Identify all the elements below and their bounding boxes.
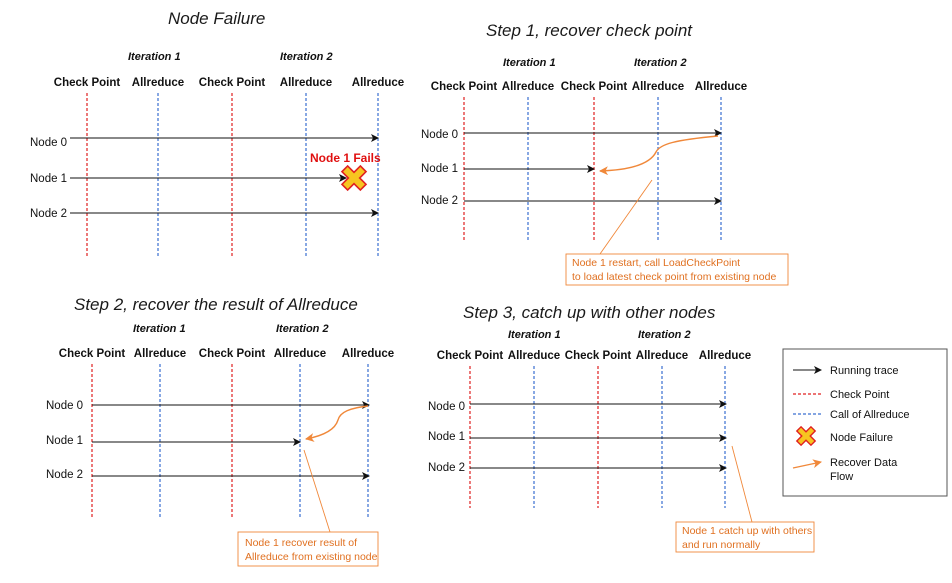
iteration-2-label: Iteration 2 [276, 323, 329, 335]
panel-title: Step 3, catch up with other nodes [463, 303, 716, 322]
callout-pointer [731, 445, 753, 523]
iteration-2-label: Iteration 2 [638, 329, 691, 341]
failure-x-icon [340, 164, 368, 192]
node-label: Node 0 [428, 401, 465, 413]
column-header: Allreduce [342, 348, 394, 360]
recover-data-flow [599, 135, 719, 176]
column-header: Check Point [565, 350, 632, 362]
panel-title: Step 2, recover the result of Allreduce [74, 295, 358, 314]
callout-box [565, 253, 789, 286]
callout-pointer [303, 449, 331, 533]
node-label: Node 2 [428, 462, 465, 474]
column-header: Allreduce [632, 81, 684, 93]
column-header: Allreduce [280, 77, 332, 89]
iteration-1-label: Iteration 1 [503, 57, 556, 69]
column-header: Allreduce [699, 350, 751, 362]
callout-text: Node 1 catch up with others [682, 525, 812, 537]
node-label: Node 1 [428, 431, 465, 443]
legend-label: Recover Data [830, 457, 898, 469]
failure-x-icon [795, 425, 817, 447]
column-header: Allreduce [352, 77, 404, 89]
column-header: Allreduce [636, 350, 688, 362]
node-label: Node 2 [46, 469, 83, 481]
column-header: Allreduce [695, 81, 747, 93]
node-label: Node 0 [46, 400, 83, 412]
panel-step-2: Step 2, recover the result of Allreduce … [46, 295, 394, 567]
callout-pointer [599, 179, 653, 255]
legend-label: Check Point [830, 389, 889, 401]
iteration-1-label: Iteration 1 [128, 51, 181, 63]
legend-label: Flow [830, 471, 853, 483]
legend-label: Node Failure [830, 432, 893, 444]
recover-data-flow [305, 405, 369, 442]
column-header: Allreduce [132, 77, 184, 89]
legend-label: Call of Allreduce [830, 409, 910, 421]
column-header: Check Point [54, 77, 121, 89]
panel-step-3: Step 3, catch up with other nodes Iterat… [428, 303, 815, 553]
callout-text: and run normally [682, 539, 761, 551]
node-label: Node 0 [421, 129, 458, 141]
node-label: Node 1 [421, 163, 458, 175]
panel-step-1: Step 1, recover check point Iteration 1 … [421, 21, 789, 286]
column-header: Allreduce [502, 81, 554, 93]
panel-title: Step 1, recover check point [486, 21, 693, 40]
legend: Running trace Check Point Call of Allred… [782, 348, 948, 497]
column-header: Check Point [561, 81, 628, 93]
panel-title: Node Failure [168, 9, 265, 28]
column-header: Allreduce [274, 348, 326, 360]
callout-text: to load latest check point from existing… [572, 271, 776, 283]
callout-box [237, 531, 379, 567]
column-header: Check Point [59, 348, 126, 360]
column-header: Allreduce [134, 348, 186, 360]
iteration-1-label: Iteration 1 [133, 323, 186, 335]
node-fail-label: Node 1 Fails [310, 151, 381, 165]
column-header: Allreduce [508, 350, 560, 362]
column-header: Check Point [431, 81, 498, 93]
panel-node-failure: Node Failure Iteration 1 Iteration 2 Che… [30, 9, 404, 258]
iteration-2-label: Iteration 2 [280, 51, 333, 63]
iteration-2-label: Iteration 2 [634, 57, 687, 69]
callout-text: Node 1 restart, call LoadCheckPoint [572, 257, 740, 269]
legend-label: Running trace [830, 365, 899, 377]
column-header: Check Point [199, 77, 266, 89]
node-label: Node 0 [30, 137, 67, 149]
column-header: Check Point [437, 350, 504, 362]
callout-box [675, 521, 815, 553]
callout-text: Allreduce from existing node [245, 551, 378, 563]
node-label: Node 1 [46, 435, 83, 447]
node-label: Node 1 [30, 173, 67, 185]
legend-box [782, 348, 948, 497]
legend-recover-swatch [792, 459, 822, 469]
node-label: Node 2 [30, 208, 67, 220]
callout-text: Node 1 recover result of [245, 537, 357, 549]
node-label: Node 2 [421, 195, 458, 207]
column-header: Check Point [199, 348, 266, 360]
iteration-1-label: Iteration 1 [508, 329, 561, 341]
